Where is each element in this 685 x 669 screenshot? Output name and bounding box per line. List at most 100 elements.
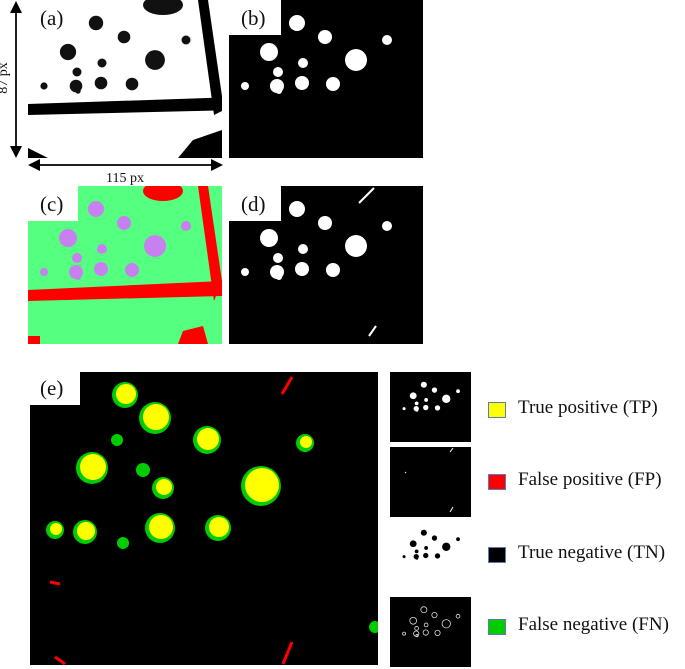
blob	[415, 557, 419, 560]
dark-blob	[117, 30, 131, 44]
noise	[449, 447, 454, 453]
blob	[415, 409, 419, 412]
white-blob	[289, 201, 305, 217]
blob	[402, 631, 406, 636]
blob	[420, 529, 427, 536]
fp-map-thumbnail	[390, 447, 471, 517]
blob	[420, 381, 427, 388]
blob	[402, 407, 406, 411]
dark-region	[178, 130, 222, 158]
class-blob	[40, 268, 48, 276]
true-positive-blob	[143, 404, 169, 430]
false-positive-mark	[281, 641, 294, 665]
legend-swatch-tp	[488, 402, 506, 418]
white-blob	[298, 58, 308, 68]
blob	[423, 622, 429, 628]
true-positive-blob	[156, 479, 172, 495]
road-dark	[198, 0, 222, 115]
noise	[449, 506, 454, 513]
road-class	[143, 186, 183, 201]
road-class	[28, 336, 40, 344]
blob	[409, 392, 417, 400]
true-positive-blob	[116, 384, 136, 404]
panel-a-label: (a)	[40, 6, 64, 30]
class-blob	[181, 221, 191, 231]
dark-blob	[72, 67, 82, 77]
dark-blob	[40, 82, 48, 90]
road-class	[198, 186, 222, 301]
background	[390, 520, 471, 590]
panel-c-label: (c)	[40, 192, 64, 216]
legend-swatch-fn	[488, 619, 506, 635]
blob	[415, 634, 419, 638]
fn-map-thumbnail	[390, 597, 471, 667]
blob	[409, 616, 418, 625]
white-blob	[295, 262, 309, 276]
dark-blob	[75, 88, 81, 94]
dark-blob	[88, 15, 104, 31]
white-blob	[276, 274, 282, 280]
blob	[424, 546, 429, 550]
white-blob	[382, 221, 392, 231]
dark-blob	[145, 50, 165, 70]
blob	[414, 549, 419, 554]
panel-e-confusion-map	[30, 372, 378, 665]
tn-map-thumbnail	[390, 520, 471, 590]
dark-blob	[59, 43, 77, 61]
legend-swatch-tn	[488, 547, 506, 563]
class-blob	[94, 262, 108, 276]
class-blob	[144, 235, 166, 257]
true-positive-blob	[80, 454, 106, 480]
true-positive-blob	[50, 523, 62, 535]
road-dark	[28, 97, 222, 115]
blob	[456, 537, 460, 542]
blob	[434, 629, 441, 636]
noise	[368, 325, 377, 337]
white-blob	[260, 229, 278, 247]
blob	[431, 535, 438, 541]
white-blob	[326, 77, 340, 91]
background	[30, 372, 378, 665]
blob	[442, 542, 451, 551]
height-label: 87 px	[0, 62, 11, 94]
class-blob	[125, 263, 139, 277]
class-blob	[72, 253, 82, 263]
blob	[414, 401, 419, 406]
blob	[431, 611, 438, 619]
legend-label-tp: True positive (TP)	[518, 397, 658, 418]
panel-d-label: (d)	[241, 192, 266, 216]
blob	[441, 619, 451, 629]
false-negative-rim	[117, 537, 129, 549]
legend-label-tn: True negative (TN)	[518, 542, 666, 563]
width-label: 115 px	[106, 171, 144, 186]
true-positive-blob	[197, 428, 219, 450]
white-blob	[273, 253, 283, 263]
blob	[456, 389, 460, 394]
dark-blob	[125, 77, 139, 91]
dark-blob	[94, 76, 108, 90]
false-positive-mark	[49, 580, 61, 586]
background	[390, 597, 471, 667]
dark-blob	[97, 58, 107, 68]
false-negative-rim	[111, 434, 123, 446]
noise	[358, 187, 375, 204]
legend-label-fn: False negative (FN)	[518, 614, 669, 635]
class-blob	[88, 201, 104, 217]
blob	[420, 606, 428, 614]
blob	[423, 552, 429, 559]
dimension-arrows	[10, 1, 223, 171]
class-blob	[75, 274, 81, 280]
class-blob	[117, 216, 131, 230]
road-class	[178, 326, 208, 344]
false-positive-mark	[280, 376, 294, 395]
white-blob	[289, 15, 305, 31]
white-blob	[295, 76, 309, 90]
false-negative-rim	[369, 621, 378, 633]
white-blob	[260, 43, 278, 61]
blob	[424, 398, 429, 402]
blob	[442, 394, 451, 403]
background	[390, 447, 471, 517]
white-blob	[345, 49, 367, 71]
white-blob	[273, 67, 283, 77]
